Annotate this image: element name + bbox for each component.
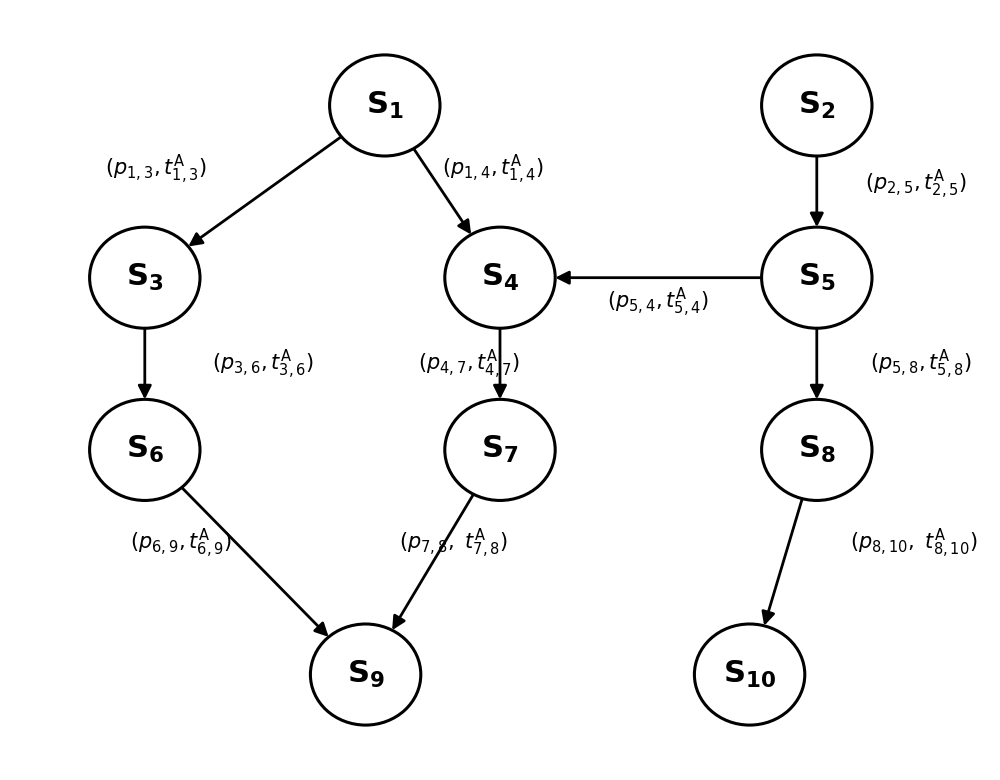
Text: $(p_{7,8},\ t_{7,8}^{\mathrm{A}})$: $(p_{7,8},\ t_{7,8}^{\mathrm{A}})$ (399, 526, 508, 560)
Text: $\mathbf{S_{10}}$: $\mathbf{S_{10}}$ (723, 659, 776, 690)
Ellipse shape (445, 227, 555, 328)
Text: $(p_{2,5},t_{2,5}^{\mathrm{A}})$: $(p_{2,5},t_{2,5}^{\mathrm{A}})$ (865, 167, 967, 201)
Text: $\mathbf{S_8}$: $\mathbf{S_8}$ (798, 434, 836, 466)
Text: $\mathbf{S_7}$: $\mathbf{S_7}$ (481, 434, 519, 466)
Ellipse shape (762, 55, 872, 156)
Text: $\mathbf{S_4}$: $\mathbf{S_4}$ (481, 262, 519, 293)
Ellipse shape (90, 227, 200, 328)
Text: $(p_{1,3},t_{1,3}^{\mathrm{A}})$: $(p_{1,3},t_{1,3}^{\mathrm{A}})$ (105, 152, 207, 186)
Ellipse shape (762, 399, 872, 501)
Text: $(p_{3,6},t_{3,6}^{\mathrm{A}})$: $(p_{3,6},t_{3,6}^{\mathrm{A}})$ (212, 347, 314, 381)
Text: $(p_{5,4},t_{5,4}^{\mathrm{A}})$: $(p_{5,4},t_{5,4}^{\mathrm{A}})$ (607, 285, 709, 319)
Text: $\mathbf{S_3}$: $\mathbf{S_3}$ (126, 262, 163, 293)
Ellipse shape (694, 624, 805, 725)
Ellipse shape (762, 227, 872, 328)
Text: $\mathbf{S_1}$: $\mathbf{S_1}$ (366, 90, 404, 121)
Text: $\mathbf{S_9}$: $\mathbf{S_9}$ (347, 659, 384, 690)
Ellipse shape (310, 624, 421, 725)
Text: $\mathbf{S_6}$: $\mathbf{S_6}$ (126, 434, 164, 466)
Text: $(p_{4,7},t_{4,7}^{\mathrm{A}})$: $(p_{4,7},t_{4,7}^{\mathrm{A}})$ (418, 347, 520, 381)
Text: $(p_{1,4},t_{1,4}^{\mathrm{A}})$: $(p_{1,4},t_{1,4}^{\mathrm{A}})$ (442, 152, 544, 186)
Ellipse shape (445, 399, 555, 501)
Text: $\mathbf{S_5}$: $\mathbf{S_5}$ (798, 262, 836, 293)
Text: $\mathbf{S_2}$: $\mathbf{S_2}$ (798, 90, 835, 121)
Text: $(p_{8,10},\ t_{8,10}^{\mathrm{A}})$: $(p_{8,10},\ t_{8,10}^{\mathrm{A}})$ (850, 526, 978, 560)
Text: $(p_{6,9},t_{6,9}^{\mathrm{A}})$: $(p_{6,9},t_{6,9}^{\mathrm{A}})$ (130, 526, 232, 560)
Ellipse shape (90, 399, 200, 501)
Text: $(p_{5,8},t_{5,8}^{\mathrm{A}})$: $(p_{5,8},t_{5,8}^{\mathrm{A}})$ (870, 347, 972, 381)
Ellipse shape (330, 55, 440, 156)
